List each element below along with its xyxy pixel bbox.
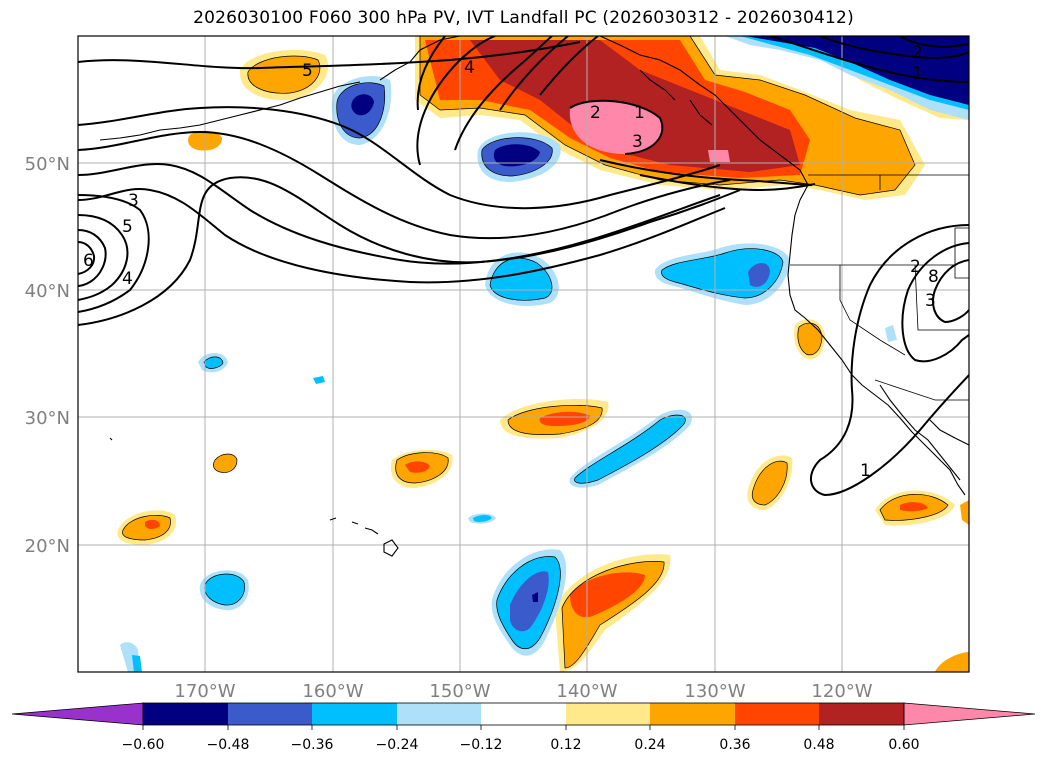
lon-label: 130°W — [684, 681, 745, 702]
colorbar-tick: 0.48 — [803, 737, 834, 753]
longitude-labels: 170°W 160°W 150°W 140°W 130°W 120°W — [174, 681, 872, 702]
colorbar-segment — [481, 703, 566, 725]
map-plot-area: 5 4 3 5 6 4 2 1 3 2 1 2 8 3 1 — [78, 36, 969, 672]
contour-label: 2 — [910, 257, 921, 277]
gridlines — [78, 36, 969, 672]
colorbar-tick: 0.12 — [550, 737, 581, 753]
map-title: 2026030100 F060 300 hPa PV, IVT Landfall… — [193, 8, 854, 28]
contour-label: 6 — [83, 251, 94, 271]
contour-label: 2 — [590, 103, 601, 123]
contour-label: 1 — [634, 103, 645, 123]
lon-label: 120°W — [811, 681, 872, 702]
contour-label: 3 — [128, 191, 139, 211]
lon-label: 140°W — [556, 681, 617, 702]
lat-label: 30°N — [25, 408, 70, 429]
colorbar-segment — [143, 703, 228, 725]
colorbar-extend-left — [11, 702, 144, 726]
colorbar-segment — [819, 703, 904, 725]
contour-label: 2 — [912, 43, 923, 63]
colorbar-tick: 0.36 — [719, 737, 750, 753]
contour-label: 3 — [632, 132, 643, 152]
colorbar-tick: −0.24 — [376, 737, 419, 753]
colorbar-segment — [650, 703, 735, 725]
borders — [790, 174, 969, 401]
coastlines — [99, 36, 969, 557]
lon-label: 150°W — [429, 681, 490, 702]
lon-label: 160°W — [302, 681, 363, 702]
contour-label: 5 — [302, 61, 313, 81]
contour-label: 5 — [122, 217, 133, 237]
colorbar-tick: −0.12 — [460, 737, 503, 753]
pv-contours — [78, 36, 969, 497]
lat-label: 40°N — [25, 281, 70, 302]
colorbar-tick: −0.60 — [122, 737, 165, 753]
lat-label: 50°N — [25, 154, 70, 175]
colorbar-segment — [228, 703, 312, 725]
contour-labels: 5 4 3 5 6 4 2 1 3 2 1 2 8 3 1 — [83, 43, 939, 481]
colorbar-segment — [312, 703, 397, 725]
colorbar-tick: −0.36 — [291, 737, 334, 753]
colorbar-tick: −0.48 — [207, 737, 250, 753]
colorbar-segment — [566, 703, 650, 725]
lon-label: 170°W — [174, 681, 235, 702]
contour-label: 4 — [464, 58, 475, 78]
contour-label: 1 — [860, 461, 871, 481]
lat-label: 20°N — [25, 536, 70, 557]
colorbar-segment — [735, 703, 819, 725]
contour-label: 8 — [928, 267, 939, 287]
contour-label: 1 — [912, 64, 923, 84]
contour-label: 3 — [925, 291, 936, 311]
latitude-labels: 50°N 40°N 30°N 20°N — [25, 154, 70, 557]
colorbar-extend-right — [903, 702, 1036, 726]
contour-label: 4 — [122, 269, 133, 289]
colorbar-tick: 0.24 — [634, 737, 665, 753]
colorbar: −0.60 −0.48 −0.36 −0.24 −0.12 0.12 0.24 … — [11, 702, 1036, 753]
colorbar-segment — [397, 703, 481, 725]
colorbar-tick: 0.60 — [888, 737, 919, 753]
plot-frame — [77, 35, 970, 673]
